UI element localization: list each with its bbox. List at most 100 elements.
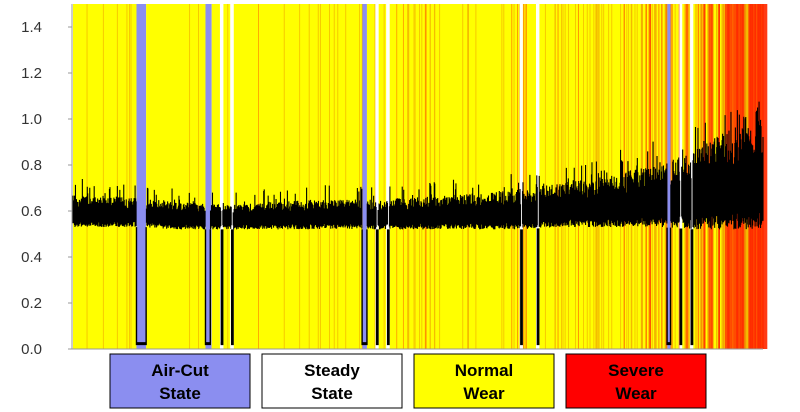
legend-item-steady: Steady State: [261, 353, 403, 409]
severe-stripe: [655, 4, 657, 349]
y-axis: 0.0 0.2 0.4 0.6 0.8 1.0 1.2 1.4: [21, 4, 763, 358]
severe-stripe: [129, 4, 130, 349]
severe-stripe: [102, 4, 104, 349]
severe-stripe: [421, 4, 423, 349]
severe-stripe: [554, 4, 556, 349]
severe-stripe: [299, 4, 301, 349]
band-air-cut-1: [136, 4, 147, 349]
band-steady-23: [689, 4, 694, 349]
severe-stripe: [577, 4, 579, 349]
y-tick-label: 0.0: [21, 341, 42, 358]
band-steady-15: [519, 4, 523, 349]
severe-stripe: [337, 4, 339, 349]
legend-label-normal: Normal: [455, 361, 514, 380]
air-cut-drop-10: [679, 228, 683, 346]
severe-stripe: [523, 4, 524, 349]
band-normal-0: [73, 4, 137, 349]
air-cut-drop-9: [666, 227, 672, 346]
air-cut-drop-4: [361, 229, 368, 346]
severe-stripe: [86, 4, 88, 349]
severe-stripe: [501, 4, 503, 349]
severe-stripe: [517, 4, 518, 349]
legend-item-severe: Severe Wear: [565, 353, 707, 409]
severe-stripe: [424, 4, 427, 349]
severe-stripe: [283, 4, 285, 349]
legend-label-steady: Steady: [304, 361, 360, 380]
band-steady-21: [678, 4, 683, 349]
band-normal-8: [233, 4, 363, 349]
band-normal-6: [223, 4, 231, 349]
y-tick-label: 0.4: [21, 249, 42, 266]
severe-stripe: [413, 4, 415, 349]
severe-stripe: [762, 4, 768, 349]
legend-item-normal: Normal Wear: [413, 353, 555, 409]
legend-label-severe: Severe: [608, 361, 664, 380]
severe-stripe: [593, 4, 595, 349]
y-tick-label: 1.2: [21, 65, 42, 82]
severe-stripe: [503, 4, 505, 349]
y-tick-label: 1.0: [21, 111, 42, 128]
severe-stripe: [419, 4, 420, 349]
air-cut-drop-5: [375, 229, 379, 346]
severe-stripe: [462, 4, 464, 349]
band-air-cut-3: [205, 4, 212, 349]
signal-envelope: [72, 101, 764, 345]
severe-stripe: [408, 4, 410, 349]
legend-swatch-severe: [565, 353, 707, 409]
severe-stripe: [670, 4, 672, 349]
severe-stripe: [589, 4, 591, 349]
legend-item-air-cut: Air-Cut State: [109, 353, 251, 409]
legend-label-severe: Wear: [615, 384, 657, 403]
band-normal-4: [211, 4, 220, 349]
severe-stripe: [189, 4, 191, 349]
band-steady-17: [535, 4, 540, 349]
severe-stripe: [345, 4, 347, 349]
air-cut-drop-1: [204, 229, 212, 346]
air-cut-drop-2: [220, 229, 224, 346]
severe-stripe: [308, 4, 310, 349]
severe-stripe: [475, 4, 477, 349]
severe-stripe: [402, 4, 404, 349]
air-cut-drop-6: [386, 229, 390, 346]
severe-stripe: [586, 4, 588, 349]
severe-stripe: [317, 4, 319, 349]
y-tick-label: 0.8: [21, 157, 42, 174]
severe-stripe: [562, 4, 564, 349]
severe-stripe: [414, 4, 416, 349]
severe-stripe: [626, 4, 628, 349]
legend-swatch-air-cut: [109, 353, 251, 409]
severe-stripe: [564, 4, 566, 349]
severe-stripe: [333, 4, 335, 349]
band-air-cut-9: [362, 4, 367, 349]
band-steady-11: [375, 4, 379, 349]
severe-stripe: [524, 4, 526, 349]
legend: Air-Cut State Steady State Normal Wear Severe W…: [109, 353, 707, 409]
severe-stripe: [407, 4, 408, 349]
band-steady-5: [219, 4, 224, 349]
severe-stripe: [518, 4, 520, 349]
severe-stripe: [396, 4, 398, 349]
legend-label-air-cut: State: [159, 384, 201, 403]
air-cut-drop-8: [536, 228, 540, 346]
severe-stripe: [557, 4, 559, 349]
band-air-cut-19: [667, 4, 671, 349]
legend-swatch-normal: [413, 353, 555, 409]
severe-stripe: [319, 4, 321, 349]
band-steady-7: [230, 4, 234, 349]
severe-stripe: [116, 4, 118, 349]
severe-stripe: [227, 4, 229, 349]
band-normal-14: [389, 4, 520, 349]
band-normal-10: [366, 4, 376, 349]
severe-stripe: [433, 4, 436, 349]
legend-swatch-steady: [261, 353, 403, 409]
severe-stripe: [429, 4, 431, 349]
air-cut-drop-3: [230, 229, 234, 346]
y-tick-label: 1.4: [21, 19, 42, 36]
severe-stripe: [583, 4, 584, 349]
severe-stripe: [126, 4, 128, 349]
severe-stripe: [631, 4, 633, 349]
legend-label-steady: State: [311, 384, 353, 403]
legend-label-air-cut: Air-Cut: [151, 361, 209, 380]
severe-stripe: [198, 4, 199, 349]
